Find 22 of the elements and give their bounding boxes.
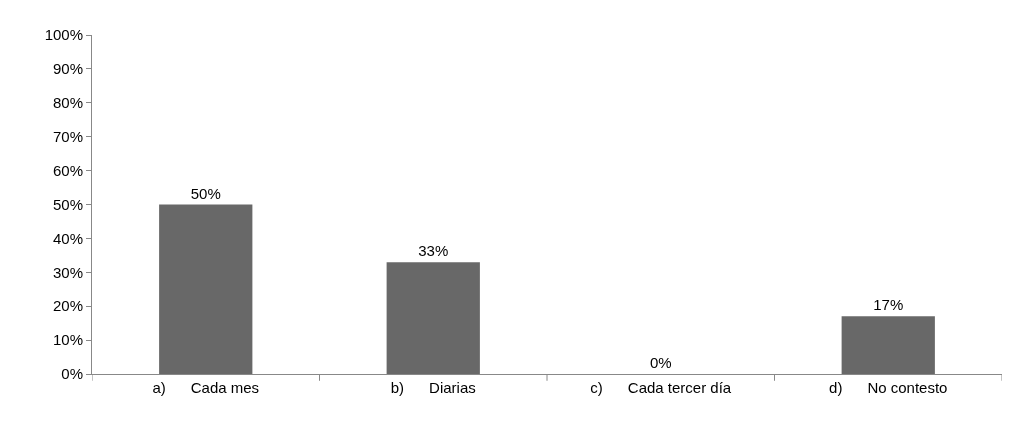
bar — [386, 262, 480, 374]
y-tick-label: 100% — [44, 26, 83, 44]
data-label: 17% — [873, 296, 904, 314]
y-tick-label: 90% — [52, 60, 83, 78]
data-label: 0% — [649, 354, 672, 371]
y-tick-label: 20% — [52, 297, 83, 315]
x-tick-label: a) Cada mes — [152, 379, 260, 396]
y-tick-label: 70% — [52, 127, 83, 145]
data-label: 50% — [190, 184, 221, 202]
y-tick-label: 40% — [52, 229, 83, 247]
x-tick-label: c) Cada tercer día — [590, 379, 732, 396]
y-tick-label: 0% — [61, 365, 83, 383]
x-tick-label: d) No contesto — [829, 379, 948, 396]
y-tick-label: 10% — [52, 331, 83, 349]
bar — [841, 316, 935, 374]
x-tick-label: b) Diarias — [390, 379, 476, 396]
bar — [159, 204, 253, 374]
y-tick-label: 50% — [52, 195, 83, 213]
data-label: 33% — [418, 242, 449, 260]
y-tick-label: 60% — [52, 161, 83, 179]
y-tick-label: 80% — [52, 94, 83, 112]
y-tick-label: 30% — [52, 263, 83, 281]
